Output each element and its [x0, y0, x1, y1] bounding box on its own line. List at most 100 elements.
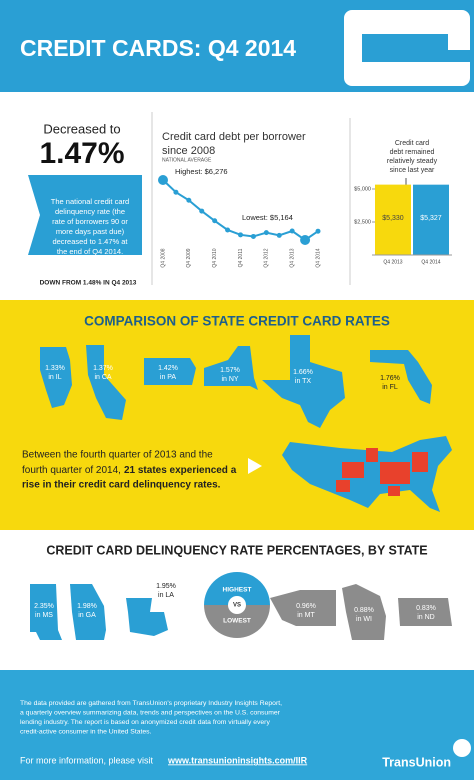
x-tick-label: Q4 2013	[289, 248, 295, 267]
legend-bottom	[204, 605, 270, 638]
footer-link[interactable]: www.transunioninsights.com/IIR	[167, 755, 308, 765]
state-rate: 1.98%	[77, 603, 97, 610]
state-rate: 1.95%	[156, 583, 176, 590]
state-name: in GA	[78, 612, 96, 619]
footer-text: lending industry. The report is based on…	[20, 719, 270, 726]
x-tick-label: Q4 2008	[160, 248, 166, 267]
card-icon	[344, 10, 470, 86]
description: rate of borrowers 90 or	[52, 217, 128, 226]
x-tick-label: Q4 2014	[315, 248, 321, 267]
state-name: in IL	[48, 374, 61, 381]
intro: Decreased to	[43, 121, 120, 136]
state-ms	[30, 584, 62, 640]
state-name: in FL	[382, 384, 398, 391]
state-rate: 0.88%	[354, 607, 374, 614]
state-fl	[370, 350, 432, 404]
state-name: in PA	[160, 374, 177, 381]
paragraph: rise in their credit card delinquency ra…	[22, 480, 221, 491]
legend-label: VS	[233, 603, 241, 609]
point	[186, 197, 192, 203]
legend-center	[228, 596, 246, 614]
state-name: in NY	[221, 376, 238, 383]
x-tick-label: Q4 2012	[264, 248, 270, 267]
chart-title: since 2008	[162, 145, 215, 157]
state-rate: 1.57%	[220, 367, 240, 374]
x-tick-label: Q4 2010	[212, 248, 218, 267]
us-map	[282, 436, 452, 512]
point	[173, 189, 179, 195]
x-tick-label: Q4 2011	[238, 248, 244, 267]
point	[250, 233, 256, 239]
point	[289, 228, 295, 234]
state-il	[40, 347, 72, 408]
state-rate: 1.66%	[293, 369, 313, 376]
description: The national credit card	[51, 197, 129, 206]
value-label: $5,327	[420, 215, 442, 222]
point	[276, 232, 282, 238]
annotation: relatively steady	[387, 158, 438, 165]
annotation: Highest: $6,276	[175, 167, 228, 176]
point	[238, 232, 243, 238]
state-wi	[342, 584, 386, 640]
highest-shapes	[30, 584, 168, 640]
annotation: since last year	[390, 167, 435, 174]
footnote: DOWN FROM 1.48% IN Q4 2013	[40, 280, 137, 287]
point	[199, 208, 205, 214]
lowest-shapes	[270, 584, 452, 640]
chart-title: Credit card debt per borrower	[162, 131, 306, 143]
chart-subtitle: NATIONAL AVERAGE	[162, 157, 212, 163]
highlight-point	[300, 235, 311, 245]
point	[212, 218, 218, 224]
y-tick-label: $2,500	[354, 219, 371, 225]
state-rate: 1.76%	[380, 375, 400, 382]
state-name: in LA	[158, 592, 174, 599]
section-title: CREDIT CARD DELINQUENCY RATE PERCENTAGES…	[46, 543, 427, 557]
state-nd	[398, 598, 452, 626]
state-name: in ND	[417, 614, 435, 621]
annotation: debt remained	[390, 149, 435, 156]
paragraph: Between the fourth quarter of 2013 and t…	[22, 450, 213, 461]
footer-text: a quarterly overview summarizing data, t…	[20, 709, 281, 716]
highlight-point	[158, 175, 168, 185]
footer-more: For more information, please visit	[20, 755, 154, 765]
state-ca	[86, 345, 126, 420]
state-rate: 1.37%	[93, 365, 113, 372]
state-ga	[70, 584, 106, 640]
legend-label: HIGHEST	[223, 587, 252, 594]
state-tx	[262, 335, 345, 428]
legend-label: LOWEST	[223, 618, 251, 625]
comparison-bg	[0, 300, 474, 530]
bar	[375, 184, 411, 255]
section-title: COMPARISON OF STATE CREDIT CARD RATES	[84, 314, 390, 329]
y-tick-label: $5,000	[354, 186, 371, 192]
paragraph-bold: 21 states experienced a	[124, 465, 237, 476]
state-name: in WI	[356, 616, 372, 623]
footer-bg	[0, 670, 474, 780]
paragraph: fourth quarter of 2014, 21 states experie…	[22, 465, 237, 476]
footer-text: The data provided are gathered from Tran…	[20, 700, 282, 707]
brand-icon	[453, 739, 471, 757]
state-name: in CA	[94, 374, 111, 381]
x-tick-label: Q4 2014	[421, 259, 440, 265]
state-rate: 2.35%	[34, 603, 54, 610]
state-pa	[144, 358, 196, 385]
paragraph-text: fourth quarter of 2014,	[22, 465, 121, 476]
point	[315, 228, 321, 234]
x-tick-label: Q4 2009	[186, 248, 192, 267]
rate: 1.47%	[39, 137, 124, 170]
point	[225, 227, 231, 233]
arrow	[248, 458, 262, 474]
description: the end of Q4 2014.	[57, 247, 123, 256]
brand: TransUnion	[382, 755, 451, 769]
description: more days past due)	[56, 227, 125, 236]
x-tick-label: Q4 2013	[383, 259, 402, 265]
state-rate: 1.42%	[158, 365, 178, 372]
state-shapes	[40, 335, 432, 428]
us-map-red-states	[336, 448, 428, 496]
state-name: in MS	[35, 612, 53, 619]
info-box	[28, 175, 142, 255]
value-label: $5,330	[382, 215, 404, 222]
description: delinquency rate (the	[55, 207, 125, 216]
legend-top	[204, 572, 270, 605]
state-rate: 0.83%	[416, 605, 436, 612]
